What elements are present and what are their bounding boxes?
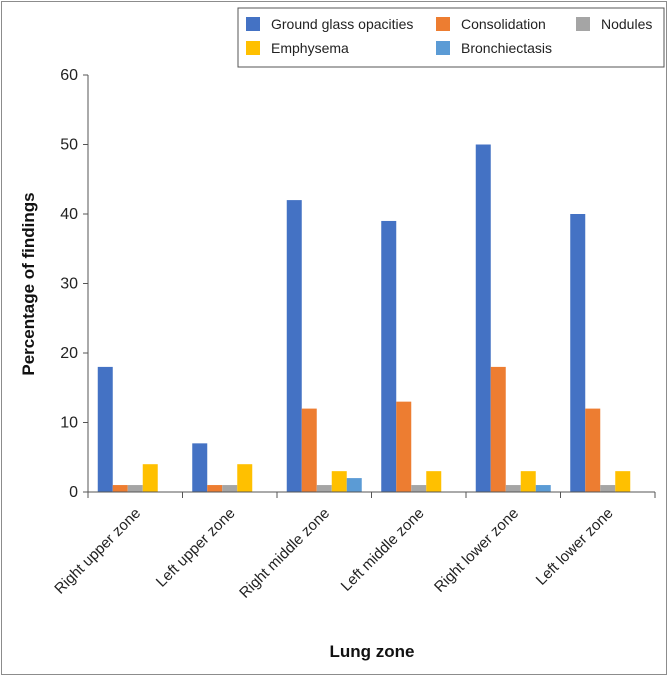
y-tick-label: 60 (60, 67, 78, 84)
legend-label-bronchiectasis: Bronchiectasis (461, 40, 552, 56)
legend-swatch-nodules (576, 17, 590, 31)
bar-emphysema-right-upper-zone (142, 464, 158, 492)
bar-emphysema-left-middle-zone (426, 471, 442, 492)
y-tick-label: 0 (69, 484, 78, 501)
bar-nodules-left-upper-zone (222, 485, 238, 492)
legend-swatch-ground-glass-opacities (246, 17, 260, 31)
legend-label-nodules: Nodules (601, 16, 652, 32)
bar-consolidation-left-upper-zone (207, 485, 223, 492)
y-axis: 0 10 20 30 40 50 60 (60, 67, 89, 501)
bar-emphysema-right-lower-zone (520, 471, 536, 492)
x-axis-title: Lung zone (330, 642, 415, 661)
legend-swatch-bronchiectasis (436, 41, 450, 55)
y-tick-label: 20 (60, 345, 78, 362)
bar-nodules-left-lower-zone (600, 485, 616, 492)
x-tick-label-right-middle-zone: Right middle zone (236, 505, 333, 602)
legend-box (237, 7, 665, 68)
bar-consolidation-left-middle-zone (396, 401, 412, 492)
bar-emphysema-left-upper-zone (237, 464, 253, 492)
legend-swatch-consolidation (436, 17, 450, 31)
y-axis-title: Percentage of findings (19, 192, 38, 375)
bar-bronchiectasis-right-middle-zone (346, 478, 362, 492)
y-tick-label: 30 (60, 276, 78, 293)
bar-consolidation-right-middle-zone (301, 408, 317, 492)
bar-bronchiectasis-right-lower-zone (535, 485, 551, 492)
bar-ground-glass-opacities-left-upper-zone (192, 443, 208, 492)
x-tick-label-left-middle-zone: Left middle zone (338, 505, 428, 595)
bars-group (97, 144, 631, 492)
bar-nodules-right-lower-zone (505, 485, 521, 492)
bar-ground-glass-opacities-right-lower-zone (475, 144, 491, 492)
x-tick-label-left-lower-zone: Left lower zone (533, 505, 617, 589)
x-tick-label-right-lower-zone: Right lower zone (431, 505, 522, 596)
legend-label-ground-glass-opacities: Ground glass opacities (271, 16, 413, 32)
y-tick-label: 10 (60, 415, 78, 432)
x-tick-label-left-upper-zone: Left upper zone (153, 505, 239, 591)
x-tick-label-right-upper-zone: Right upper zone (51, 505, 144, 598)
bar-ground-glass-opacities-right-upper-zone (97, 366, 113, 492)
bar-nodules-left-middle-zone (411, 485, 427, 492)
bar-emphysema-left-lower-zone (615, 471, 631, 492)
bar-nodules-right-middle-zone (316, 485, 332, 492)
bar-consolidation-left-lower-zone (585, 408, 601, 492)
bar-nodules-right-upper-zone (127, 485, 143, 492)
legend-label-consolidation: Consolidation (461, 16, 546, 32)
legend-label-emphysema: Emphysema (271, 40, 349, 56)
legend: Ground glass opacities Consolidation Nodul… (237, 7, 665, 68)
y-tick-label: 50 (60, 137, 78, 154)
bar-ground-glass-opacities-left-middle-zone (381, 220, 397, 492)
legend-swatch-emphysema (246, 41, 260, 55)
bar-ground-glass-opacities-right-middle-zone (286, 200, 302, 492)
bar-emphysema-right-middle-zone (331, 471, 347, 492)
bar-consolidation-right-lower-zone (490, 366, 506, 492)
y-tick-label: 40 (60, 206, 78, 223)
bar-consolidation-right-upper-zone (112, 485, 128, 492)
bar-ground-glass-opacities-left-lower-zone (570, 214, 586, 492)
